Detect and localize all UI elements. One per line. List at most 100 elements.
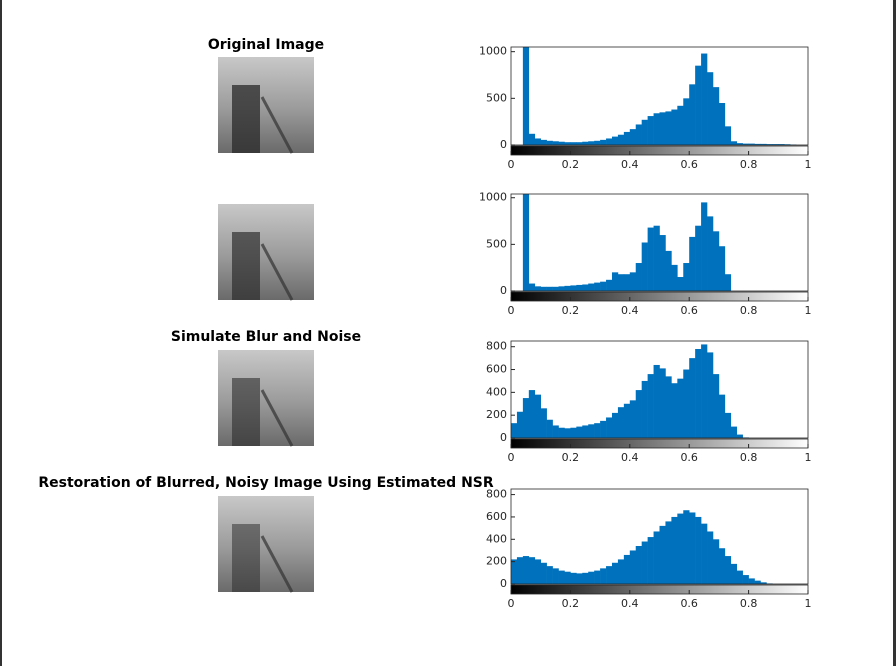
bar xyxy=(730,563,738,584)
bar xyxy=(760,582,767,584)
bar xyxy=(528,283,536,291)
bar xyxy=(600,568,607,584)
x-tick-label: 0.4 xyxy=(621,451,639,464)
bar xyxy=(606,566,613,584)
bar xyxy=(754,143,761,145)
bar xyxy=(689,84,696,145)
bar xyxy=(689,512,696,584)
bar xyxy=(522,398,530,438)
bar xyxy=(712,231,720,291)
image-tripod xyxy=(260,389,294,447)
bar xyxy=(712,87,720,145)
x-tick-label: 1 xyxy=(805,597,812,610)
bar xyxy=(647,374,654,438)
bar xyxy=(724,274,732,291)
bar xyxy=(600,281,607,291)
bar xyxy=(683,510,690,584)
bar xyxy=(617,559,625,584)
bar xyxy=(594,570,601,584)
bar xyxy=(588,571,595,584)
bar xyxy=(677,513,684,584)
y-tick-label: 500 xyxy=(486,91,507,104)
x-tick-label: 0.8 xyxy=(740,304,758,317)
bar xyxy=(629,400,637,438)
bar xyxy=(665,111,672,145)
bar xyxy=(576,284,583,291)
y-tick-label: 0 xyxy=(500,577,507,590)
bar xyxy=(564,571,571,584)
bar xyxy=(528,557,536,584)
x-tick-label: 0.6 xyxy=(680,451,698,464)
x-tick-label: 0.2 xyxy=(562,451,580,464)
bar xyxy=(665,521,672,584)
window-border xyxy=(893,0,896,666)
bar xyxy=(558,141,565,145)
bar xyxy=(546,566,553,584)
bar xyxy=(659,525,666,584)
image-subject xyxy=(232,232,260,300)
bar xyxy=(653,113,660,145)
y-tick-label: 200 xyxy=(486,555,507,568)
bar xyxy=(671,383,678,438)
window-border xyxy=(0,0,2,666)
axes-box xyxy=(510,46,809,146)
x-tick-label: 0.6 xyxy=(680,597,698,610)
bar xyxy=(683,263,690,291)
y-tick-label: 0 xyxy=(500,431,507,444)
y-tick-label: 400 xyxy=(486,385,507,398)
x-tick-label: 0.6 xyxy=(680,158,698,171)
bar xyxy=(718,548,726,584)
bar xyxy=(671,516,678,584)
bar xyxy=(772,144,779,145)
x-tick-label: 0 xyxy=(508,304,515,317)
bar xyxy=(736,143,743,145)
bar xyxy=(528,133,536,145)
bar xyxy=(683,369,690,438)
bar xyxy=(635,263,642,291)
y-tick-label: 600 xyxy=(486,510,507,523)
bar xyxy=(695,65,702,145)
bar xyxy=(629,129,637,145)
bar xyxy=(689,236,696,291)
bar xyxy=(594,140,601,145)
bar xyxy=(641,242,648,291)
x-tick-label: 0.8 xyxy=(740,451,758,464)
x-tick-label: 1 xyxy=(805,304,812,317)
bar xyxy=(635,124,642,145)
bar xyxy=(511,423,518,438)
x-tick-label: 0.4 xyxy=(621,597,639,610)
bars xyxy=(522,47,797,145)
bar xyxy=(701,523,708,584)
bar xyxy=(611,272,619,291)
bar xyxy=(623,274,631,291)
bar xyxy=(570,572,577,584)
y-tick-label: 0 xyxy=(500,284,507,297)
bar xyxy=(701,53,708,145)
bar xyxy=(683,98,690,145)
y-tick-label: 400 xyxy=(486,532,507,545)
bar xyxy=(665,250,672,291)
bar xyxy=(623,403,631,438)
bar xyxy=(534,394,541,438)
bar xyxy=(695,516,702,584)
bar xyxy=(540,408,547,438)
bar xyxy=(677,105,684,145)
bar xyxy=(707,216,714,291)
bar xyxy=(754,580,761,584)
bar xyxy=(576,573,583,584)
y-tick-label: 1000 xyxy=(479,191,507,204)
bar xyxy=(558,427,565,438)
bar xyxy=(641,119,648,145)
bar xyxy=(588,283,595,291)
y-tick-label: 200 xyxy=(486,408,507,421)
bar xyxy=(552,568,559,584)
bar xyxy=(635,390,642,438)
bar xyxy=(623,131,631,145)
bar xyxy=(516,411,524,438)
bar xyxy=(677,378,684,438)
bar xyxy=(724,412,732,438)
bars xyxy=(511,510,773,584)
bar xyxy=(594,282,601,291)
bar xyxy=(558,286,565,291)
